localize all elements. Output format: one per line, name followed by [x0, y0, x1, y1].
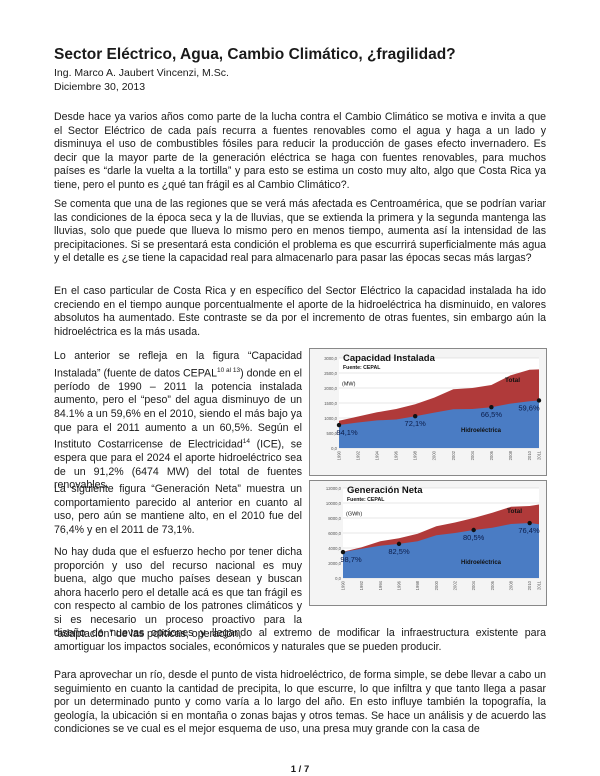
series-area-hidroelectrica — [343, 523, 539, 578]
y-tick-label: 12000,0 — [326, 486, 342, 491]
x-tick-label: 1992 — [356, 450, 361, 460]
paragraph-7: Para aprovechar un río, desde el punto d… — [54, 669, 546, 736]
paragraph-4: Lo anterior se refleja en la figura “Cap… — [54, 350, 302, 493]
document-title: Sector Eléctrico, Agua, Cambio Climático… — [54, 46, 456, 63]
chart-capacidad-instalada: 0,0 500,0 1000,0 1500,0 2000,0 2500,0 3000,0 19… — [309, 348, 547, 476]
figures-container: 0,0 500,0 1000,0 1500,0 2000,0 2500,0 3000,0 19… — [309, 348, 547, 606]
date: Diciembre 30, 2013 — [54, 81, 146, 93]
series-label-total: Total — [505, 377, 520, 384]
x-tick-label: 2008 — [509, 580, 514, 590]
series-area-hidroelectrica — [339, 400, 539, 448]
annotation-label: 82,5% — [388, 547, 410, 556]
x-tick-label: 1996 — [397, 580, 402, 590]
x-tick-label: 2000 — [434, 580, 439, 590]
x-tick-label: 2010 — [527, 580, 532, 590]
paragraph-4-text-a: Lo anterior se refleja en la figura “Cap… — [54, 350, 302, 380]
annotation-label: 59,6% — [518, 403, 540, 412]
data-point-marker — [527, 520, 532, 526]
y-axis-label: (MW) — [342, 382, 356, 388]
y-tick-label: 1000,0 — [324, 416, 337, 421]
y-axis-label: (GWh) — [346, 512, 362, 518]
y-tick-label: 2000,0 — [328, 561, 341, 566]
annotation-label: 84,1% — [336, 428, 358, 437]
author: Ing. Marco A. Jaubert Vincenzi, M.Sc. — [54, 67, 229, 79]
y-tick-label: 8000,0 — [328, 516, 341, 521]
paragraph-6a: No hay duda que el esfuerzo hecho por te… — [54, 546, 302, 640]
data-point-marker — [336, 422, 342, 428]
x-tick-label: 2008 — [508, 450, 513, 460]
chart-generacion-neta: 0,0 2000,0 4000,0 6000,0 8000,0 10000,0 12000,… — [309, 480, 547, 606]
annotation-label: 76,4% — [518, 526, 540, 535]
y-tick-label: 500,0 — [327, 431, 338, 436]
series-label-hidroelectrica: Hidroeléctrica — [461, 428, 502, 434]
y-tick-label: 0,0 — [335, 576, 341, 581]
paragraph-4-text-c: (ICE), se espera que para el 2024 el apo… — [54, 438, 302, 492]
y-tick-label: 3000,0 — [324, 356, 337, 361]
x-tick-label: 1998 — [415, 580, 420, 590]
annotation-label: 98,7% — [340, 555, 362, 564]
y-tick-label: 10000,0 — [326, 501, 342, 506]
page-number: 1 / 7 — [290, 764, 310, 775]
x-tick-label: 1992 — [359, 580, 364, 590]
chart-title: Capacidad Instalada — [343, 353, 436, 364]
annotation-label: 66,5% — [481, 410, 503, 419]
x-tick-label: 2000 — [432, 450, 437, 460]
x-tick-label: 2002 — [451, 450, 456, 460]
data-point-marker — [340, 549, 346, 555]
footnote-ref-cepal: 10 al 13 — [216, 366, 241, 374]
x-tick-label: 2011 — [537, 450, 542, 460]
chart-subtitle: Fuente: CEPAL — [347, 497, 385, 503]
paragraph-1: Desde hace ya varios años como parte de … — [54, 111, 546, 191]
x-tick-label: 1996 — [394, 450, 399, 460]
annotation-label: 80,5% — [463, 533, 485, 542]
x-tick-label: 1994 — [375, 450, 380, 460]
series-label-total: Total — [507, 508, 522, 515]
paragraph-2: Se comenta que una de las regiones que s… — [54, 198, 546, 265]
x-tick-label: 1990 — [341, 580, 346, 590]
x-tick-label: 2004 — [470, 450, 475, 460]
x-tick-label: 2010 — [527, 450, 532, 460]
footnote-ref-ice: 14 — [242, 438, 250, 446]
y-tick-label: 0,0 — [331, 446, 337, 451]
y-tick-label: 2000,0 — [324, 386, 337, 391]
series-label-hidroelectrica: Hidroeléctrica — [461, 560, 502, 566]
x-tick-label: 2011 — [537, 580, 542, 590]
x-tick-label: 2002 — [453, 580, 458, 590]
data-point-marker — [396, 541, 402, 547]
y-tick-label: 6000,0 — [328, 531, 341, 536]
x-tick-label: 1994 — [378, 580, 383, 590]
x-tick-label: 1990 — [337, 450, 342, 460]
annotation-label: 72,1% — [405, 419, 427, 428]
x-tick-label: 2004 — [471, 580, 476, 590]
x-tick-label: 2006 — [490, 580, 495, 590]
paragraph-4-text-b: ) donde en el período de 1990 – 2011 la … — [54, 367, 302, 451]
paragraph-3: En el caso particular de Costa Rica y en… — [54, 285, 546, 338]
data-point-marker — [471, 527, 476, 533]
chart-subtitle: Fuente: CEPAL — [343, 365, 381, 371]
data-point-marker — [489, 405, 494, 410]
y-tick-label: 2500,0 — [324, 371, 337, 376]
chart-title: Generación Neta — [347, 485, 423, 496]
data-point-marker — [412, 414, 418, 419]
paragraph-6b: diseño de nuevas opciones y llegando al … — [54, 627, 546, 653]
x-tick-label: 2006 — [489, 450, 494, 460]
y-tick-label: 1500,0 — [324, 401, 337, 406]
charts-svg: 0,0 500,0 1000,0 1500,0 2000,0 2500,0 3000,0 19… — [309, 348, 547, 606]
x-tick-label: 1998 — [413, 450, 418, 460]
y-tick-label: 4000,0 — [328, 546, 341, 551]
data-point-marker — [536, 398, 542, 403]
paragraph-5: La siguiente figura “Generación Neta” mu… — [54, 483, 302, 536]
